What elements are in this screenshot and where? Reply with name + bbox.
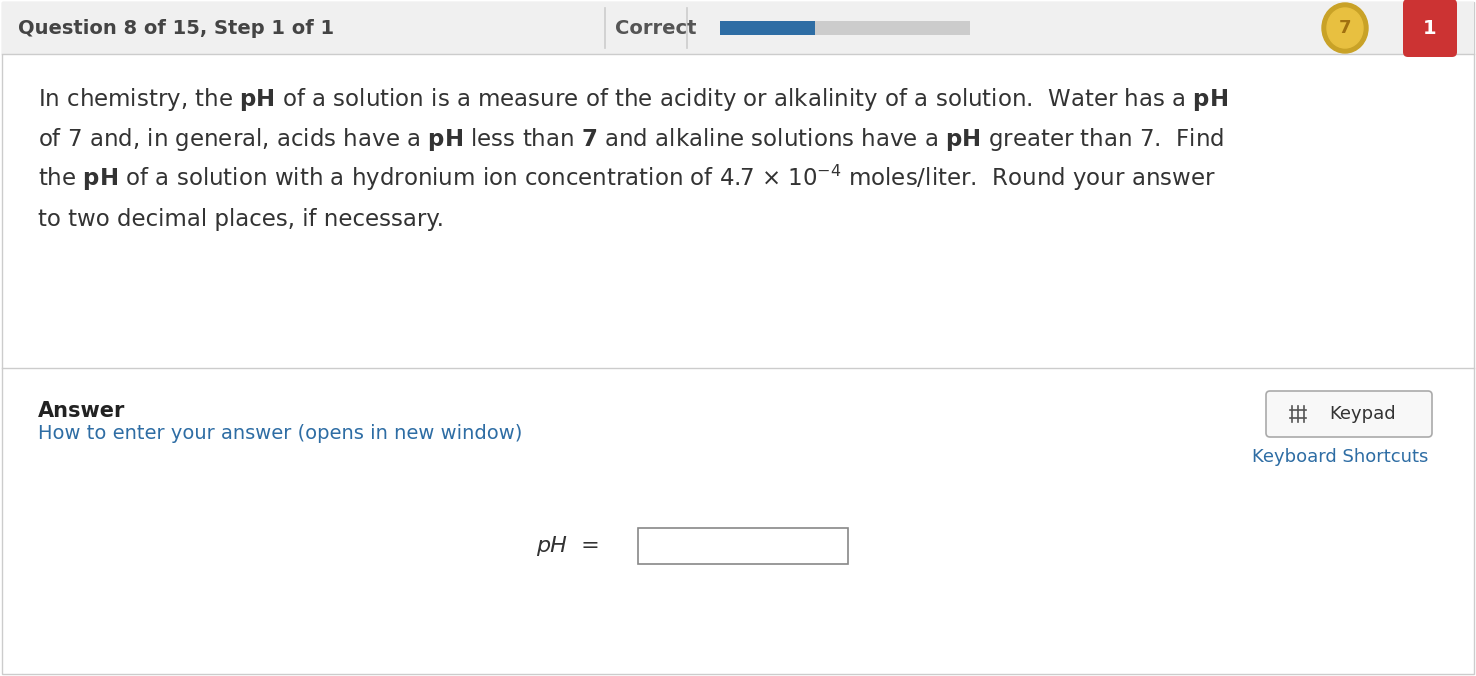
Text: Answer: Answer <box>38 401 125 421</box>
Text: 1: 1 <box>1423 18 1436 37</box>
Text: pH  =: pH = <box>536 536 601 556</box>
Text: Keypad: Keypad <box>1330 405 1396 423</box>
Text: of 7 and, in general, acids have a $\mathbf{pH}$ less than $\mathbf{7}$ and alka: of 7 and, in general, acids have a $\mat… <box>38 126 1224 153</box>
FancyBboxPatch shape <box>638 528 849 564</box>
Text: Question 8 of 15, Step 1 of 1: Question 8 of 15, Step 1 of 1 <box>18 18 334 37</box>
Text: to two decimal places, if necessary.: to two decimal places, if necessary. <box>38 208 444 231</box>
Text: 7: 7 <box>1339 19 1351 37</box>
FancyBboxPatch shape <box>1404 0 1457 57</box>
FancyBboxPatch shape <box>720 21 970 35</box>
Ellipse shape <box>1327 8 1362 48</box>
Text: In chemistry, the $\mathbf{pH}$ of a solution is a measure of the acidity or alk: In chemistry, the $\mathbf{pH}$ of a sol… <box>38 86 1228 113</box>
Text: Correct: Correct <box>615 18 697 37</box>
FancyBboxPatch shape <box>1 2 1475 54</box>
FancyBboxPatch shape <box>1266 391 1432 437</box>
Ellipse shape <box>1322 3 1368 53</box>
Text: Keyboard Shortcuts: Keyboard Shortcuts <box>1252 448 1427 466</box>
Text: How to enter your answer (opens in new window): How to enter your answer (opens in new w… <box>38 424 523 443</box>
Text: the $\mathbf{pH}$ of a solution with a hydronium ion concentration of 4.7 $\time: the $\mathbf{pH}$ of a solution with a h… <box>38 163 1216 193</box>
FancyBboxPatch shape <box>720 21 815 35</box>
